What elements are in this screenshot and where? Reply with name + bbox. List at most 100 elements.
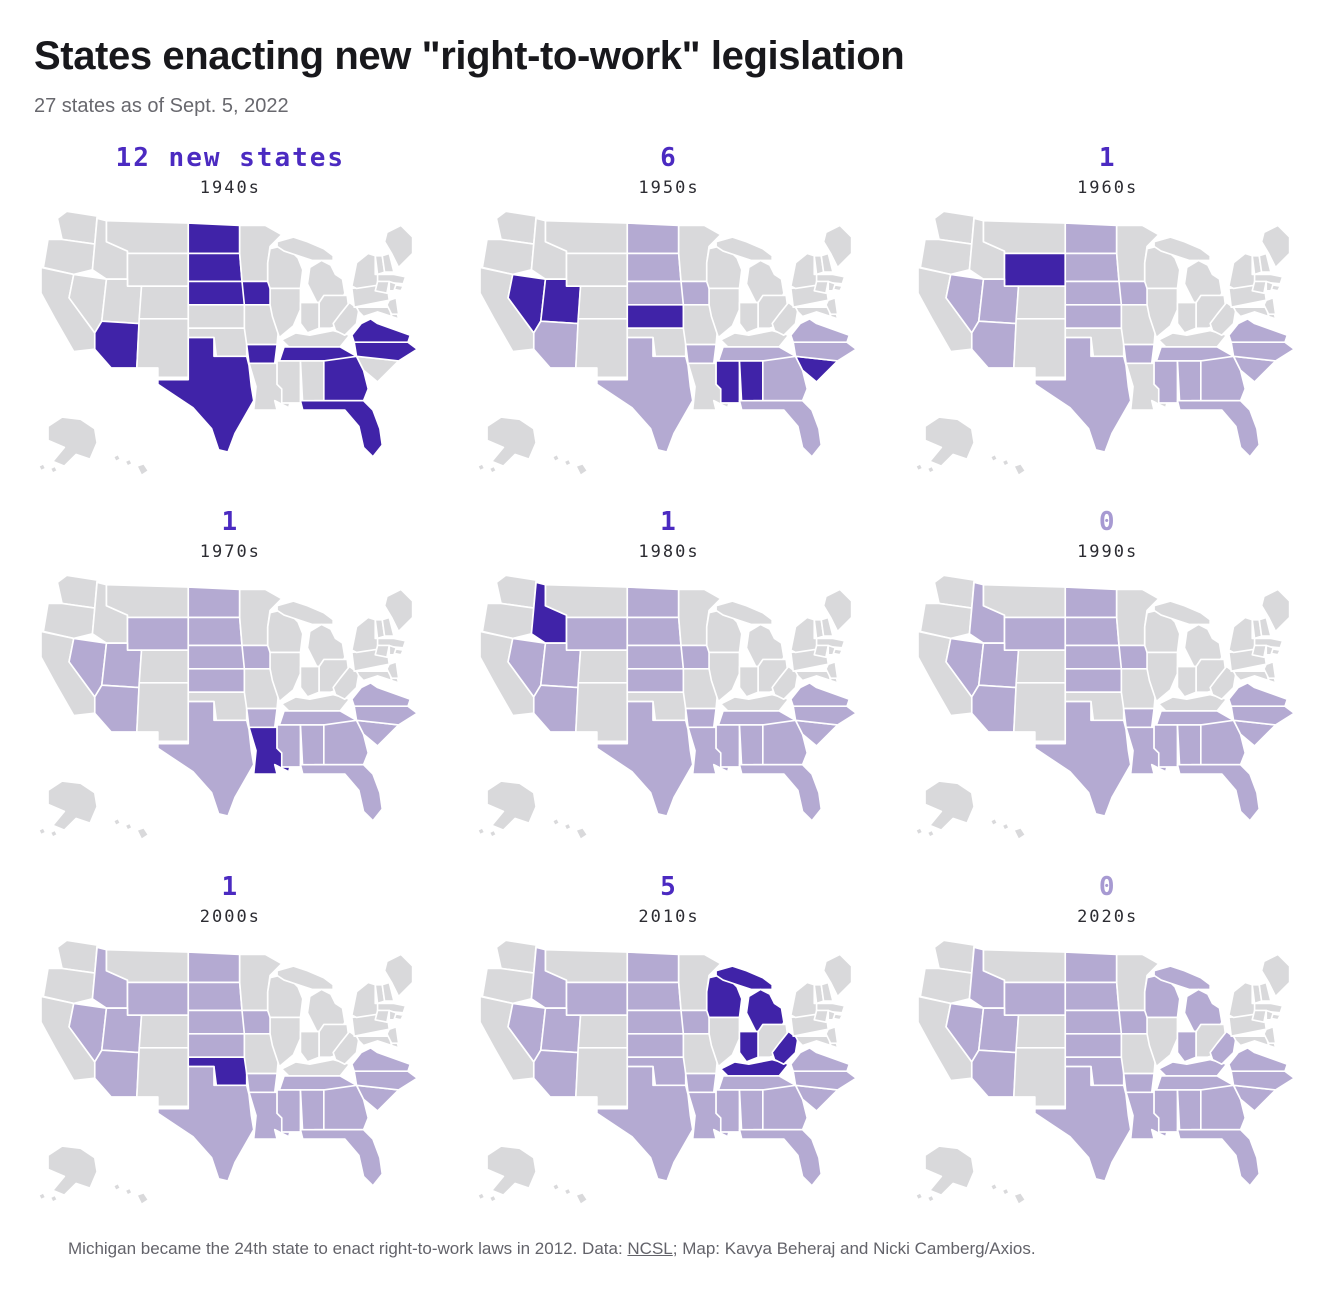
state-TX xyxy=(157,701,255,818)
state-MI xyxy=(1183,988,1223,1033)
decade-panel-1950s: 6 1950s xyxy=(473,142,866,482)
state-IA xyxy=(679,645,712,671)
state-RI xyxy=(388,1009,398,1021)
state-AK xyxy=(924,416,976,467)
state-NM xyxy=(1013,682,1067,743)
state-AK xyxy=(926,1194,936,1203)
state-MI xyxy=(1153,236,1212,262)
state-AR xyxy=(1123,1072,1156,1094)
state-TX xyxy=(157,1065,255,1182)
state-WI xyxy=(705,610,743,654)
state-WI xyxy=(1144,610,1181,654)
state-NJ xyxy=(1263,297,1277,316)
state-KS xyxy=(187,304,248,330)
state-KS xyxy=(626,668,687,694)
state-MI xyxy=(276,965,334,991)
state-HI xyxy=(562,822,572,832)
state-AK xyxy=(49,829,59,839)
state-AK xyxy=(37,827,47,837)
state-WI xyxy=(1144,245,1181,290)
state-HI xyxy=(1013,1191,1027,1206)
state-HI xyxy=(574,462,589,477)
state-AK xyxy=(37,1191,47,1201)
state-HI xyxy=(112,818,122,827)
us-map-1960s xyxy=(915,210,1296,477)
state-AZ xyxy=(971,1049,1018,1098)
state-FL xyxy=(1176,399,1261,458)
state-IL xyxy=(707,1016,740,1068)
state-KS xyxy=(187,1032,248,1058)
state-SD xyxy=(626,252,682,283)
state-UT xyxy=(978,278,1020,325)
state-HI xyxy=(551,453,560,463)
state-MI xyxy=(276,600,334,626)
state-NE xyxy=(187,280,246,306)
state-FL xyxy=(299,1128,384,1187)
state-RI xyxy=(388,645,398,657)
state-AR xyxy=(684,1072,717,1094)
state-NM xyxy=(136,318,190,379)
state-AR xyxy=(1123,343,1156,365)
state-NE xyxy=(187,645,246,671)
state-IA xyxy=(241,1009,274,1035)
decade-panel-2020s: 0 2020s xyxy=(911,871,1304,1211)
state-MD xyxy=(1233,670,1270,682)
state-TX xyxy=(1034,1065,1132,1182)
state-VA xyxy=(789,318,850,344)
state-NM xyxy=(574,1046,628,1108)
state-WY xyxy=(126,252,190,287)
state-AK xyxy=(488,1194,497,1203)
state-TX xyxy=(595,336,694,453)
state-WV xyxy=(332,1030,360,1065)
state-WY xyxy=(565,617,628,652)
decade-panel-2010s: 5 2010s xyxy=(473,871,866,1211)
state-AK xyxy=(476,462,486,472)
state-MD xyxy=(1233,306,1270,318)
state-IL xyxy=(707,652,740,703)
state-NH xyxy=(820,617,834,638)
footer-note: Michigan became the 24th state to enact … xyxy=(68,1237,1270,1262)
state-IL xyxy=(269,287,302,339)
panel-map xyxy=(911,931,1304,1211)
state-AR xyxy=(1123,708,1156,729)
state-KS xyxy=(187,668,248,694)
source-link[interactable]: NCSL xyxy=(627,1239,673,1259)
state-NE xyxy=(1064,645,1123,671)
decade-panel-1960s: 1 1960s xyxy=(911,142,1304,482)
state-CO xyxy=(138,1014,190,1049)
state-WV xyxy=(771,301,799,337)
state-VA xyxy=(1228,1046,1289,1072)
state-KS xyxy=(1064,1032,1125,1058)
state-TX xyxy=(157,336,255,453)
state-HI xyxy=(136,462,150,477)
panel-decade-label: 2000s xyxy=(199,906,261,927)
panel-decade-label: 1980s xyxy=(638,542,700,563)
state-MI xyxy=(745,259,785,304)
state-FL xyxy=(738,399,822,458)
state-IA xyxy=(679,1009,712,1035)
state-FL xyxy=(738,1128,822,1187)
state-AK xyxy=(485,416,537,467)
state-HI xyxy=(551,1182,560,1192)
state-WY xyxy=(565,252,628,287)
state-AK xyxy=(37,462,47,472)
state-UT xyxy=(539,642,581,689)
state-AK xyxy=(47,1145,98,1196)
state-NM xyxy=(1013,318,1067,379)
state-CT xyxy=(374,1009,391,1023)
state-AK xyxy=(488,465,497,474)
state-IA xyxy=(1118,1009,1151,1035)
state-CO xyxy=(1015,1014,1067,1049)
state-SD xyxy=(626,981,682,1012)
state-RI xyxy=(1265,1009,1275,1021)
state-RI xyxy=(388,280,398,292)
state-RI xyxy=(1265,280,1275,292)
state-WY xyxy=(1003,252,1067,287)
state-MI xyxy=(276,236,334,262)
state-WY xyxy=(126,981,190,1016)
state-IA xyxy=(679,280,712,306)
state-WV xyxy=(1209,1030,1238,1065)
state-NH xyxy=(820,252,834,273)
state-IN xyxy=(299,1030,320,1063)
state-HI xyxy=(574,1191,589,1206)
